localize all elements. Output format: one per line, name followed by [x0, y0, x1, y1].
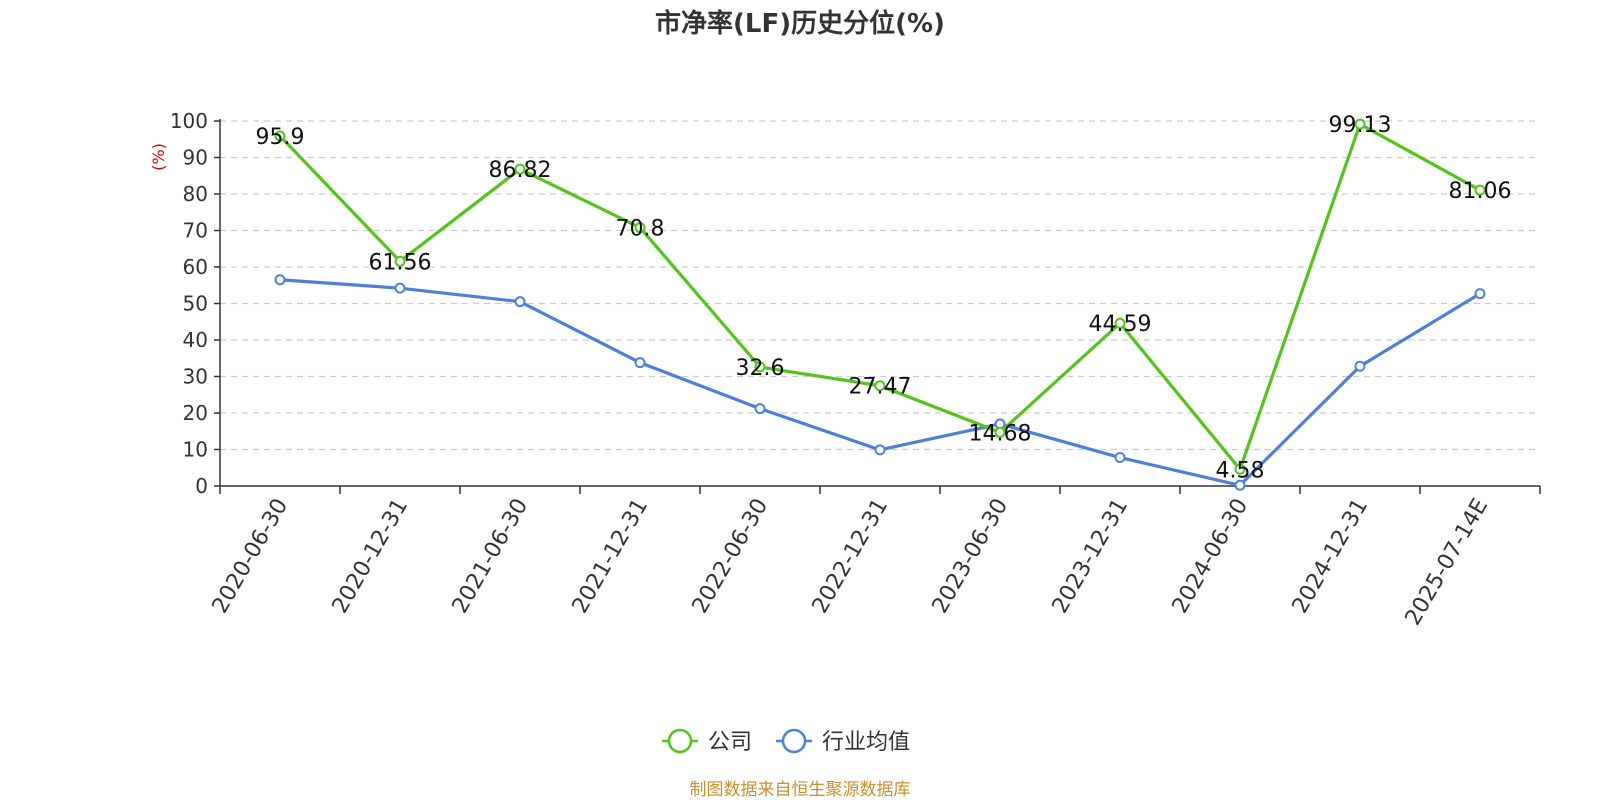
- data-point[interactable]: [874, 380, 886, 392]
- data-point[interactable]: [1234, 479, 1246, 491]
- legend[interactable]: 公司 行业均值: [662, 728, 910, 755]
- data-point[interactable]: [394, 255, 406, 267]
- y-tick-label: 100: [170, 109, 208, 133]
- data-point[interactable]: [1474, 184, 1486, 196]
- y-tick-label: 50: [183, 292, 208, 316]
- source-note: 制图数据来自恒生聚源数据库: [690, 780, 911, 800]
- data-label: 99.13: [1329, 113, 1392, 138]
- data-label: 81.06: [1449, 179, 1512, 204]
- legend-swatch-marker: [667, 728, 693, 754]
- series-lines: [274, 118, 1486, 491]
- data-point[interactable]: [1354, 360, 1366, 372]
- y-tick-label: 10: [183, 438, 208, 462]
- data-point[interactable]: [634, 222, 646, 234]
- data-point[interactable]: [754, 361, 766, 373]
- data-point[interactable]: [754, 403, 766, 415]
- data-point[interactable]: [1354, 118, 1366, 130]
- legend-label[interactable]: 公司: [708, 730, 752, 755]
- data-label: 44.59: [1089, 312, 1152, 337]
- series-line: [278, 122, 1481, 471]
- data-point[interactable]: [1474, 288, 1486, 300]
- data-point[interactable]: [274, 274, 286, 286]
- data-point[interactable]: [994, 426, 1006, 438]
- data-point[interactable]: [1234, 463, 1246, 475]
- data-point[interactable]: [394, 282, 406, 294]
- y-axis-unit-label: (%): [149, 143, 168, 171]
- data-point[interactable]: [514, 296, 526, 308]
- data-label: 32.6: [736, 356, 785, 381]
- y-tick-label: 30: [183, 365, 208, 389]
- x-tick-label: 2023-06-30: [928, 495, 1014, 618]
- data-labels: 95.9 61.56 86.82 70.8 32.6 27.47 14.68 44.59 4.5…: [256, 113, 1512, 483]
- chart-title: 市净率(LF)历史分位(%): [655, 8, 945, 39]
- data-label: 95.9: [256, 125, 305, 150]
- data-label: 27.47: [849, 375, 912, 400]
- y-tick-label: 80: [183, 182, 208, 206]
- data-point[interactable]: [1114, 452, 1126, 464]
- x-tick-label: 2020-12-31: [328, 495, 414, 618]
- data-label: 61.56: [369, 250, 432, 275]
- x-tick-label: 2022-12-31: [808, 495, 894, 618]
- data-point[interactable]: [514, 163, 526, 175]
- y-tick-label: 20: [183, 401, 208, 425]
- x-tick-label: 2022-06-30: [688, 495, 774, 618]
- x-tick-label: 2021-06-30: [448, 495, 534, 618]
- y-tick-label: 60: [183, 255, 208, 279]
- y-tick-label: 40: [183, 328, 208, 352]
- x-tick-label: 2020-06-30: [208, 495, 294, 618]
- legend-label[interactable]: 行业均值: [822, 730, 910, 755]
- grid-lines: [220, 120, 1540, 451]
- data-point[interactable]: [274, 130, 286, 142]
- y-tick-label: 0: [195, 474, 208, 498]
- x-tick-label: 2025-07-14E: [1401, 495, 1494, 630]
- x-tick-label: 2023-12-31: [1048, 495, 1134, 618]
- data-label: 86.82: [489, 158, 552, 183]
- y-tick-label: 90: [183, 146, 208, 170]
- x-tick-label: 2021-12-31: [568, 495, 654, 618]
- data-label: 14.68: [969, 421, 1032, 446]
- data-label: 4.58: [1216, 458, 1265, 483]
- data-label: 70.8: [616, 217, 665, 242]
- x-tick-label: 2024-06-30: [1168, 495, 1254, 618]
- x-tick-label: 2024-12-31: [1288, 495, 1374, 618]
- data-point[interactable]: [634, 357, 646, 369]
- data-point[interactable]: [1114, 317, 1126, 329]
- legend-swatch-marker: [781, 728, 807, 754]
- y-tick-label: 70: [183, 219, 208, 243]
- axes: 0 10 20 30 40 50 60 70 80 90 100 2020-06-30 2020-12-…: [170, 109, 1541, 630]
- data-point[interactable]: [874, 444, 886, 456]
